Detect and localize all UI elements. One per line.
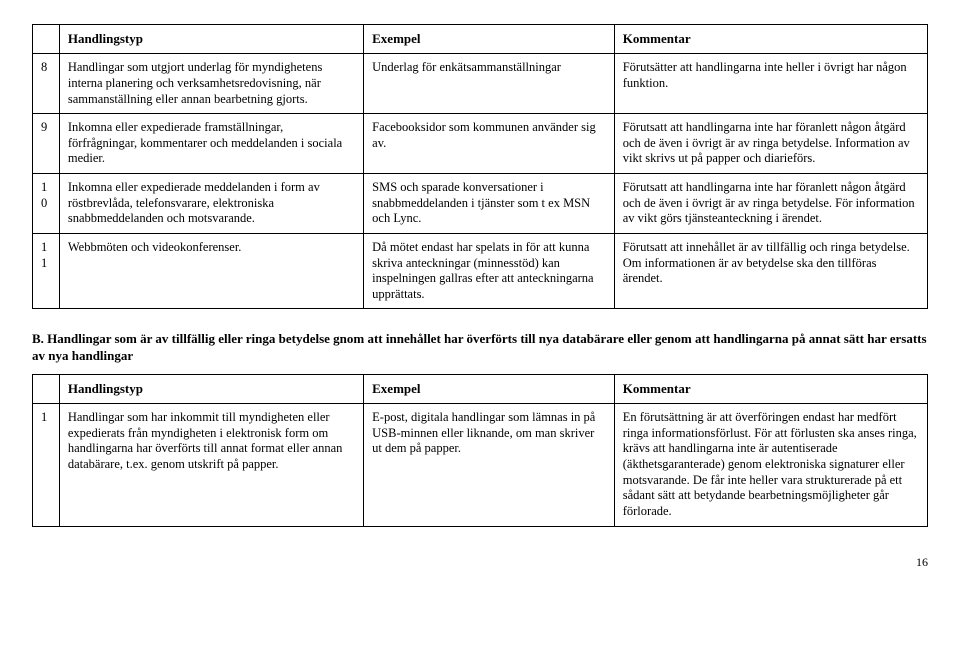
table-row: 9 Inkomna eller expedierade framställnin… <box>33 114 928 174</box>
cell-type: Webbmöten och videokonferenser. <box>59 233 363 309</box>
table-a: Handlingstyp Exempel Kommentar 8 Handlin… <box>32 24 928 309</box>
table-row: 8 Handlingar som utgjort underlag för my… <box>33 54 928 114</box>
th-type: Handlingstyp <box>59 374 363 403</box>
cell-type: Handlingar som har inkommit till myndigh… <box>59 404 363 526</box>
th-ex: Exempel <box>364 25 615 54</box>
th-cm: Kommentar <box>614 374 927 403</box>
table-a-header-row: Handlingstyp Exempel Kommentar <box>33 25 928 54</box>
cell-num: 8 <box>33 54 60 114</box>
table-b: Handlingstyp Exempel Kommentar 1 Handlin… <box>32 374 928 527</box>
th-cm: Kommentar <box>614 25 927 54</box>
cell-cm: Förutsätter att handlingarna inte heller… <box>614 54 927 114</box>
cell-num: 1 <box>33 404 60 526</box>
cell-num: 9 <box>33 114 60 174</box>
cell-cm: Förutsatt att handlingarna inte har föra… <box>614 114 927 174</box>
cell-type: Inkomna eller expedierade framställninga… <box>59 114 363 174</box>
cell-num: 10 <box>33 174 60 234</box>
cell-ex: E-post, digitala handlingar som lämnas i… <box>364 404 615 526</box>
cell-type: Inkomna eller expedierade meddelanden i … <box>59 174 363 234</box>
section-b-heading: B. Handlingar som är av tillfällig eller… <box>32 331 928 364</box>
table-row: 10 Inkomna eller expedierade meddelanden… <box>33 174 928 234</box>
cell-ex: Då mötet endast har spelats in för att k… <box>364 233 615 309</box>
cell-type: Handlingar som utgjort underlag för mynd… <box>59 54 363 114</box>
th-num <box>33 374 60 403</box>
cell-cm: Förutsatt att handlingarna inte har föra… <box>614 174 927 234</box>
th-type: Handlingstyp <box>59 25 363 54</box>
table-row: 11 Webbmöten och videokonferenser. Då mö… <box>33 233 928 309</box>
cell-ex: SMS och sparade konversationer i snabbme… <box>364 174 615 234</box>
cell-cm: Förutsatt att innehållet är av tillfälli… <box>614 233 927 309</box>
th-ex: Exempel <box>364 374 615 403</box>
table-b-header-row: Handlingstyp Exempel Kommentar <box>33 374 928 403</box>
cell-cm: En förutsättning är att överföringen end… <box>614 404 927 526</box>
table-row: 1 Handlingar som har inkommit till myndi… <box>33 404 928 526</box>
cell-num: 11 <box>33 233 60 309</box>
cell-ex: Facebooksidor som kommunen använder sig … <box>364 114 615 174</box>
th-num <box>33 25 60 54</box>
page-number: 16 <box>32 555 928 570</box>
cell-ex: Underlag för enkätsammanställningar <box>364 54 615 114</box>
